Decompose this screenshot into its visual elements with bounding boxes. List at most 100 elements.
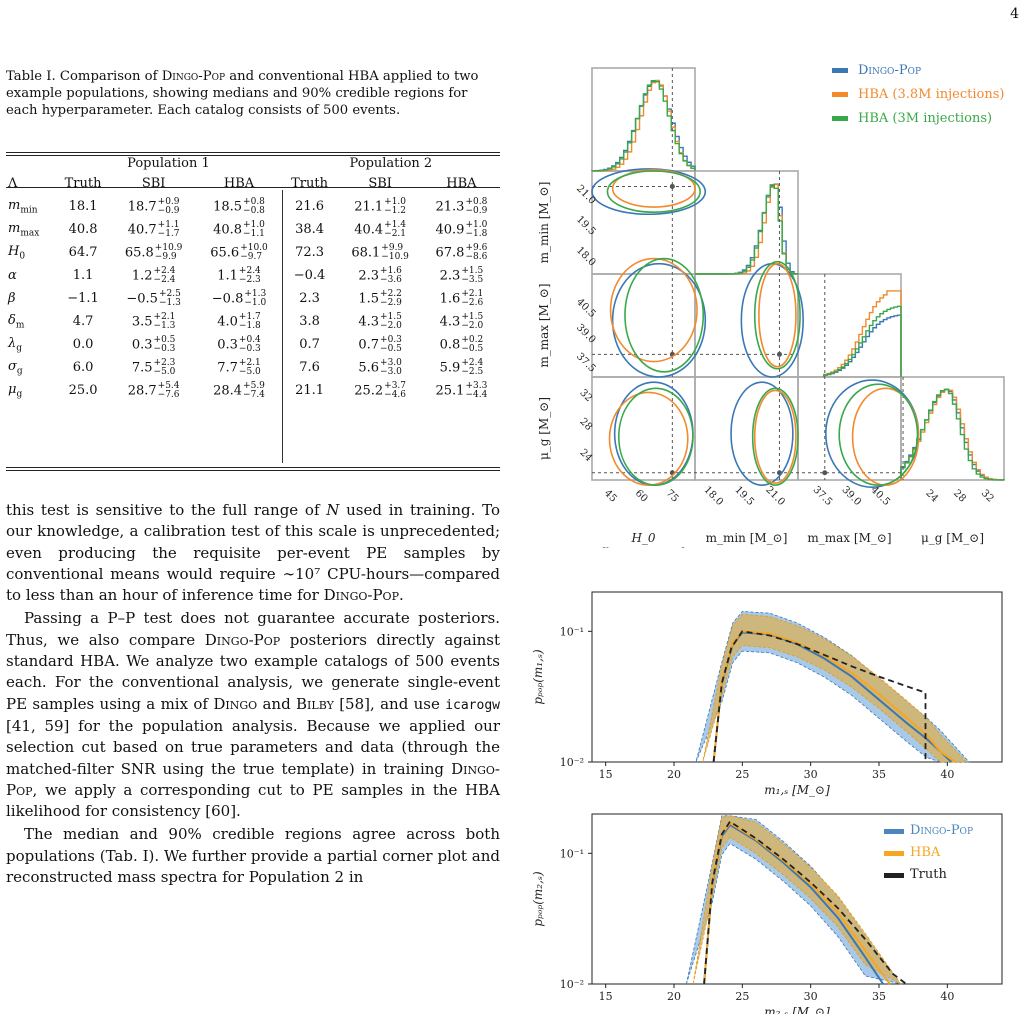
legend-label: HBA [910, 845, 941, 860]
legend-label: HBA (3.8M injections) [858, 87, 1004, 102]
contour [838, 383, 919, 486]
param-cell: δm [8, 312, 25, 331]
x-tick-label: 15 [599, 768, 613, 781]
corner-panel [591, 67, 696, 172]
sbi-cell: 28.7 +5.4 −7.6 [127, 380, 180, 400]
sbi-cell: 0.3 +0.5 −0.3 [131, 334, 176, 354]
x-axis-label: H_0 [630, 531, 655, 545]
y-tick-label: 10⁻¹ [560, 625, 584, 638]
col-header: HBA [446, 176, 477, 191]
col-header: Λ [8, 176, 18, 191]
table-row: β −1.1 −0.5 +2.5 −1.3 −0.8 +1.3 −1.0 2.3 1.5 +2.2−… [6, 287, 500, 310]
col-header: HBA [223, 176, 255, 191]
x-tick-label: 28 [951, 488, 968, 505]
param-cell: λg [8, 335, 23, 354]
col-header: Truth [64, 176, 102, 191]
x-axis-label: m_max [M_⊙] [807, 531, 891, 545]
x-tick-label: 35 [872, 990, 886, 1003]
x-tick-label: 20 [667, 768, 681, 781]
table-row: δm 4.7 3.5 +2.1 −1.3 4.0 +1.7 −1.8 3.8 4.3 +1.5 −2.… [6, 310, 500, 333]
x-axis-units: [km s⁻¹ Mpc⁻¹] [602, 546, 685, 548]
corner-panel [797, 376, 902, 481]
legend-label: Truth [910, 867, 947, 882]
truth-cell: 1.1 [72, 268, 94, 283]
x-tick-label: 75 [664, 488, 681, 505]
caption-dingo-pop: Dingo-Pop [161, 69, 226, 84]
x-tick-label: 37.5 [811, 484, 835, 508]
column-header-row: Λ Truth SBI HBA Truth SBI HBA [6, 172, 500, 195]
legend-swatch [832, 68, 848, 73]
param-cell: β [8, 291, 16, 306]
table-caption: Table I. Comparison of Dingo-Pop and con… [6, 68, 496, 119]
paragraph-2: Passing a P–P test does not guarantee ac… [6, 609, 501, 821]
legend-label: Dingo-Pop [858, 63, 921, 78]
x-axis-label: m_min [M_⊙] [706, 531, 788, 545]
truth-cell: 3.8 [299, 314, 320, 329]
table-row: λg 0.0 0.3 +0.5 −0.3 0.3 +0.4 −0.3 0.7 0.7 +0.3 −0.… [6, 333, 500, 356]
sbi-cell: −0.5 +2.5 −1.3 [126, 288, 181, 308]
contour [740, 262, 804, 378]
hba-cell: 25.1 +3.3 −4.4 [435, 380, 488, 400]
hba-cell: 40.9 +1.0 −1.8 [435, 219, 488, 239]
y-axis-label: μ_g [M_⊙] [537, 397, 551, 460]
contour [611, 262, 707, 378]
x-tick-label: 25 [735, 768, 749, 781]
sbi-cell: 18.7 +0.9 −0.9 [127, 196, 180, 216]
hba-cell: 5.9 +2.4 −2.5 [439, 357, 484, 377]
contour [624, 257, 705, 373]
truth-cell: 72.3 [295, 245, 325, 260]
legend-swatch [832, 116, 848, 121]
hba-cell: 7.7 +2.1 −5.0 [217, 357, 261, 377]
mass-spectrum-m1: 15 20 25 30 35 40 10⁻² 10⁻¹ m₁,ₛ [M_⊙] pₚₒₚ(m₁,ₛ) [531, 591, 1003, 797]
truth-cell: −0.4 [293, 268, 326, 283]
corner-panel [591, 273, 696, 378]
legend-label: Dingo-Pop [910, 823, 973, 838]
truth-cell: 21.6 [295, 199, 325, 214]
truth-point [669, 183, 675, 189]
mass-spectrum-m2: 15 20 25 30 35 40 10⁻² 10⁻¹ m₂,ₛ [M_⊙] pₚₒₚ(m₂,ₛ)… [531, 813, 1003, 1014]
col-header: Truth [291, 176, 328, 191]
table-row: H0 64.7 65.8 +10.9 −9.9 65.6 +10.0 −9.7 72.3 68.1… [6, 241, 500, 264]
hba-cell: 4.3 +1.5 −2.0 [439, 311, 484, 331]
hba-cell: −0.8 +1.3 −1.0 [211, 288, 267, 308]
results-table: Population 1 Population 2 Λ Truth SBI HB… [6, 155, 500, 402]
x-tick-label: 39.0 [840, 484, 864, 508]
truth-cell: 2.3 [299, 291, 320, 306]
contour [606, 170, 701, 214]
table-row: mmin 18.1 18.7 +0.9 −0.9 18.5 +0.8 −0.8 21.6 21.1… [6, 195, 500, 218]
truth-cell: 0.7 [299, 337, 320, 352]
table-row: μg 25.0 28.7 +5.4 −7.6 28.4 +5.9 −7.4 21.1 25.2 +3… [6, 379, 500, 402]
truth-point [822, 470, 828, 476]
truth-cell: 7.6 [299, 360, 320, 375]
histogram-step [591, 79, 696, 172]
sbi-cell: 4.3 +1.5 −2.0 [358, 311, 402, 331]
population-1-header: Population 1 [127, 156, 210, 171]
param-cell: μg [8, 381, 23, 400]
corner-panel [900, 376, 1005, 481]
paragraph-3: The median and 90% credible regions agre… [6, 825, 500, 887]
paragraph-1: this test is sensitive to the full range… [6, 501, 500, 605]
truth-point [776, 351, 782, 357]
y-tick-label: 39.0 [574, 322, 598, 346]
x-tick-label: 19.5 [732, 484, 756, 508]
group-header-row: Population 1 Population 2 [6, 155, 500, 172]
truth-cell: 4.7 [72, 314, 94, 329]
sbi-cell: 3.5 +2.1 −1.3 [131, 311, 176, 331]
truth-cell: 6.0 [72, 360, 94, 375]
caption-text-2: and conventional HBA applied to two exam… [6, 69, 479, 118]
hba-cell: 65.6 +10.0 −9.7 [210, 242, 268, 262]
x-tick-label: 15 [599, 990, 613, 1003]
sbi-cell: 68.1 +9.9 −10.9 [351, 242, 409, 262]
legend-swatch [884, 829, 904, 834]
x-axis-label: m₁,ₛ [M_⊙] [764, 783, 830, 797]
table-row: mmax 40.8 40.7 +1.1 −1.7 40.8 +1.0 −1.1 38.4 40.4… [6, 218, 500, 241]
param-cell: H0 [8, 243, 26, 262]
sbi-cell: 7.5 +2.3 −5.0 [131, 357, 176, 377]
table-bottom-rule [6, 467, 500, 471]
hba-cell: 1.1 +2.4 −2.3 [217, 265, 261, 285]
hba-cell: 40.8 +1.0 −1.1 [213, 219, 265, 239]
hba-cell: 2.3 +1.5 −3.5 [439, 265, 484, 285]
hba-cell: 1.6 +2.1 −2.6 [439, 288, 484, 308]
truth-cell: 0.0 [72, 337, 94, 352]
x-tick-label: 21.0 [763, 484, 787, 508]
